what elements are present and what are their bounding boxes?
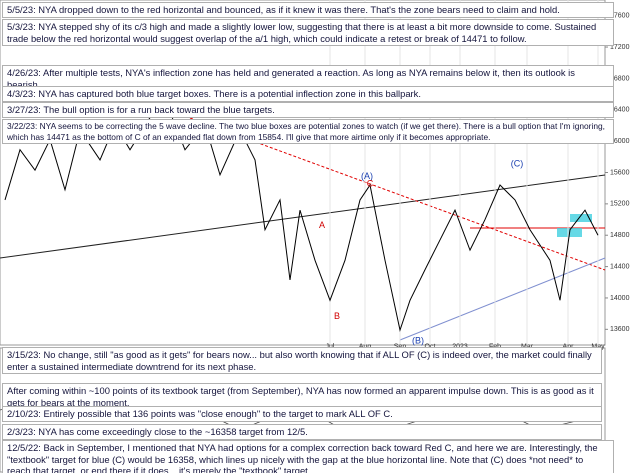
wave-label: B [334,311,340,321]
x-tick-label: Sep [394,343,407,350]
annotation: 3/15/23: No change, still "as good as it… [2,347,602,374]
y-tick-label: 14800 [610,232,630,239]
target-box [570,214,592,222]
y-tick-label: 15600 [610,169,630,176]
wave-label: (B) [412,335,424,345]
y-tick-label: 16400 [610,107,630,114]
annotation: 3/22/23: NYA seems to be correcting the … [2,119,614,144]
y-tick-label: 15200 [610,201,630,208]
y-tick-label: 17200 [610,44,630,51]
x-tick-label: Mar [521,343,534,350]
x-tick-label: Jul [326,343,335,350]
annotation: 3/27/23: The bull option is for a run ba… [2,102,614,118]
wave-label: (A) [361,171,373,181]
x-tick-label: Oct [425,343,436,350]
price-panel [0,0,606,346]
wave-label: C [367,179,374,189]
x-tick-label: 2023 [452,343,468,350]
red-trendline [189,117,606,271]
y-tick-label: 13600 [610,326,630,333]
x-tick-label: Aug [359,343,372,350]
y-tick-label: 16000 [610,138,630,145]
y-tick-label: 14400 [610,263,630,270]
annotation: 12/5/22: Back in September, I mentioned … [2,440,614,473]
x-tick-label: May [591,343,605,350]
blue-trendline [399,257,606,341]
annotation: 5/3/23: NYA stepped shy of its c/3 high … [2,19,614,46]
x-tick-label: Feb [489,343,501,350]
annotation: 2/3/23: NYA has come exceedingly close t… [2,424,602,440]
y-tick-label: 14000 [610,295,630,302]
wave-label: (C) [511,158,524,168]
annotation: 4/3/23: NYA has captured both blue targe… [2,86,614,102]
y-tick-label: 17600 [610,13,630,20]
annotation: 2/10/23: Entirely possible that 136 poin… [2,406,602,422]
annotation: After coming within ~100 points of its t… [2,383,602,410]
wave-label: A [319,220,325,230]
y-tick-label: 16800 [610,75,630,82]
x-tick-label: Apr [563,343,575,350]
annotation: 5/5/23: NYA dropped down to the red hori… [2,2,614,18]
